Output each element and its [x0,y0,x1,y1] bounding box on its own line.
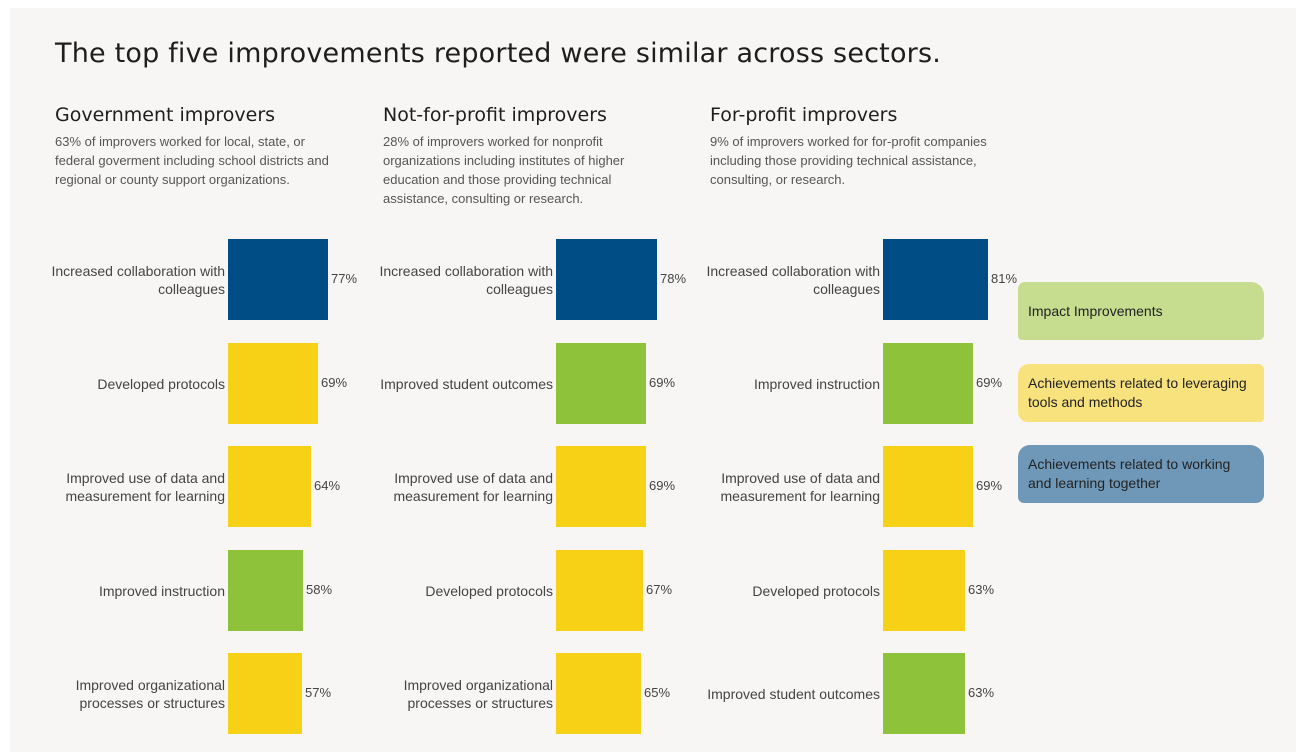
panel-not-for-profit: Not-for-profit improvers 28% of improver… [379,8,703,752]
bar-label-improved-student-outcomes: Improved student outcomes [380,376,553,392]
panel-title: For-profit improvers [710,104,898,126]
bar-improved-use-of-data-and-measurement-for-learning [556,446,646,527]
bar-label-improved-use-of-data-and-measurement-for-learning: Improved use of data and measurement for… [65,470,225,504]
bar-label-improved-use-of-data-and-measurement-for-learning: Improved use of data and measurement for… [720,470,880,504]
panel-description: 63% of improvers worked for local, state… [55,134,329,187]
bar-label-developed-protocols: Developed protocols [752,583,880,599]
bar-label-improved-use-of-data-and-measurement-for-learning: Improved use of data and measurement for… [393,470,553,504]
panel-government: Government improvers 63% of improvers wo… [51,8,375,752]
bar-label-improved-organizational-processes-or-structures: Improved organizational processes or str… [403,677,553,711]
panel-description: 9% of improvers worked for for-profit co… [710,134,987,187]
bar-value-label: 58% [306,582,333,597]
bar-increased-collaboration-with-colleagues [228,239,328,320]
bar-improved-student-outcomes [556,343,646,424]
bar-value-label: 63% [968,582,995,597]
bar-label-developed-protocols: Developed protocols [97,376,225,392]
legend-label: Achievements related to leveraging tools… [1028,375,1247,410]
legend-label: Achievements related to working and lear… [1028,456,1231,491]
bar-improved-instruction [228,550,303,631]
bar-value-label: 69% [321,375,348,390]
bar-improved-student-outcomes [883,653,965,734]
bar-label-improved-instruction: Improved instruction [753,376,880,392]
panel-description: 28% of improvers worked for nonprofit or… [383,134,625,206]
legend-tools-and-methods: Achievements related to leveraging tools… [1018,364,1264,422]
panel-title: Not-for-profit improvers [383,104,607,126]
bar-increased-collaboration-with-colleagues [883,239,988,320]
bar-value-label: 57% [305,685,332,700]
bar-value-label: 65% [644,685,671,700]
legend-label: Impact Improvements [1028,302,1163,319]
legend-impact-improvements: Impact Improvements [1018,282,1264,340]
bar-value-label: 69% [649,375,676,390]
bar-value-label: 64% [314,478,341,493]
legend-working-together: Achievements related to working and lear… [1018,445,1264,503]
bar-increased-collaboration-with-colleagues [556,239,657,320]
bar-label-increased-collaboration-with-colleagues: Increased collaboration with colleagues [706,263,880,297]
bar-label-improved-student-outcomes: Improved student outcomes [707,686,880,702]
bar-value-label: 77% [331,271,358,286]
bar-value-label: 69% [649,478,676,493]
bar-value-label: 78% [660,271,687,286]
bar-value-label: 63% [968,685,995,700]
panel-for-profit: For-profit improvers 9% of improvers wor… [706,8,1030,752]
bar-value-label: 67% [646,582,673,597]
bar-label-developed-protocols: Developed protocols [425,583,553,599]
bar-improved-use-of-data-and-measurement-for-learning [228,446,311,527]
bar-label-increased-collaboration-with-colleagues: Increased collaboration with colleagues [379,263,553,297]
bar-label-improved-organizational-processes-or-structures: Improved organizational processes or str… [75,677,225,711]
bar-value-label: 69% [976,375,1003,390]
main-title: The top five improvements reported were … [55,38,942,69]
bar-improved-organizational-processes-or-structures [228,653,302,734]
infographic-canvas: The top five improvements reported were … [10,8,1296,752]
bar-value-label: 81% [991,271,1018,286]
bar-developed-protocols [228,343,318,424]
bar-label-improved-instruction: Improved instruction [98,583,225,599]
bar-value-label: 69% [976,478,1003,493]
bar-improved-instruction [883,343,973,424]
bar-developed-protocols [556,550,643,631]
bar-label-increased-collaboration-with-colleagues: Increased collaboration with colleagues [51,263,225,297]
panel-title: Government improvers [55,104,276,126]
bar-improved-organizational-processes-or-structures [556,653,641,734]
bar-developed-protocols [883,550,965,631]
bar-improved-use-of-data-and-measurement-for-learning [883,446,973,527]
